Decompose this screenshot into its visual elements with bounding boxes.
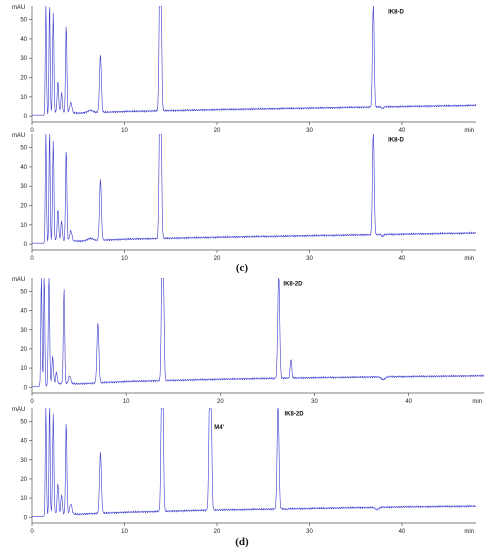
- peak-label: M4': [214, 425, 224, 431]
- x-unit-label: min: [472, 399, 482, 405]
- y-tick-label: 50: [20, 18, 27, 24]
- y-tick-label: 0: [24, 515, 28, 521]
- chromatogram-2: 0 10 20 30 40 50 0 10 20 30 40 mAU min IK8-D: [12, 133, 476, 262]
- peak-label: IK8-D: [388, 138, 404, 144]
- chromatogram-1: 0 10 20 30 40 50 0 10 20 30 40 mAU min IK8-D: [12, 5, 476, 134]
- x-tick-label: 0: [30, 399, 34, 405]
- x-tick-label: 0: [30, 256, 34, 262]
- y-tick-label: 20: [20, 76, 27, 82]
- x-tick-label: 10: [121, 529, 128, 535]
- chromatogram-trace: [32, 278, 484, 387]
- y-tick-label: 0: [24, 114, 28, 120]
- x-tick-label: 40: [399, 256, 406, 262]
- peak-label: IK8-2D: [285, 412, 305, 418]
- y-tick-label: 30: [20, 56, 27, 62]
- y-tick-label: 30: [20, 458, 27, 464]
- x-tick-label: 0: [30, 529, 34, 535]
- x-tick-label: 10: [123, 399, 130, 405]
- chromatogram-trace: [32, 134, 476, 244]
- y-unit-label: mAU: [12, 5, 25, 11]
- y-tick-label: 0: [24, 385, 28, 391]
- y-tick-label: 0: [24, 242, 28, 248]
- x-tick-label: 20: [214, 529, 221, 535]
- panel-label-c: (c): [236, 262, 249, 274]
- x-tick-label: 40: [399, 128, 406, 134]
- peak-label: IK8-2D: [283, 282, 303, 288]
- y-tick-label: 10: [20, 496, 27, 502]
- x-unit-label: min: [464, 256, 474, 262]
- y-tick-label: 40: [20, 439, 27, 445]
- y-tick-label: 20: [20, 204, 27, 210]
- y-unit-label: mAU: [12, 407, 25, 413]
- y-tick-label: 20: [20, 477, 27, 483]
- panel-label-d: (d): [235, 536, 249, 548]
- y-tick-label: 40: [20, 309, 27, 315]
- x-tick-label: 40: [399, 529, 406, 535]
- y-tick-label: 20: [20, 347, 27, 353]
- x-tick-label: 10: [121, 128, 128, 134]
- y-tick-label: 30: [20, 328, 27, 334]
- peak-label: IK8-D: [388, 10, 404, 16]
- y-tick-label: 50: [20, 289, 27, 295]
- x-tick-label: 40: [405, 399, 412, 405]
- x-unit-label: min: [464, 128, 474, 134]
- x-tick-label: 10: [121, 256, 128, 262]
- y-unit-label: mAU: [12, 133, 25, 139]
- y-unit-label: mAU: [12, 277, 25, 283]
- chromatogram-trace: [32, 6, 476, 116]
- x-tick-label: 30: [306, 529, 313, 535]
- y-tick-label: 40: [20, 37, 27, 43]
- y-tick-label: 30: [20, 184, 27, 190]
- x-tick-label: 30: [311, 399, 318, 405]
- y-tick-label: 50: [20, 146, 27, 152]
- chromatogram-3: 0 10 20 30 40 50 0 10 20 30 40 mAU min IK8-2D: [12, 277, 484, 405]
- x-tick-label: 30: [306, 256, 313, 262]
- x-tick-label: 20: [217, 399, 224, 405]
- y-tick-label: 40: [20, 165, 27, 171]
- x-unit-label: min: [464, 529, 474, 535]
- x-tick-label: 20: [214, 128, 221, 134]
- x-tick-label: 30: [306, 128, 313, 134]
- x-tick-label: 0: [30, 128, 34, 134]
- y-tick-label: 10: [20, 366, 27, 372]
- x-tick-label: 20: [214, 256, 221, 262]
- chromatogram-trace: [32, 408, 476, 517]
- y-tick-label: 10: [20, 223, 27, 229]
- y-tick-label: 50: [20, 419, 27, 425]
- y-tick-label: 10: [20, 95, 27, 101]
- chromatogram-4: 0 10 20 30 40 50 0 10 20 30 40 mAU min M4' IK8-2D: [12, 407, 476, 535]
